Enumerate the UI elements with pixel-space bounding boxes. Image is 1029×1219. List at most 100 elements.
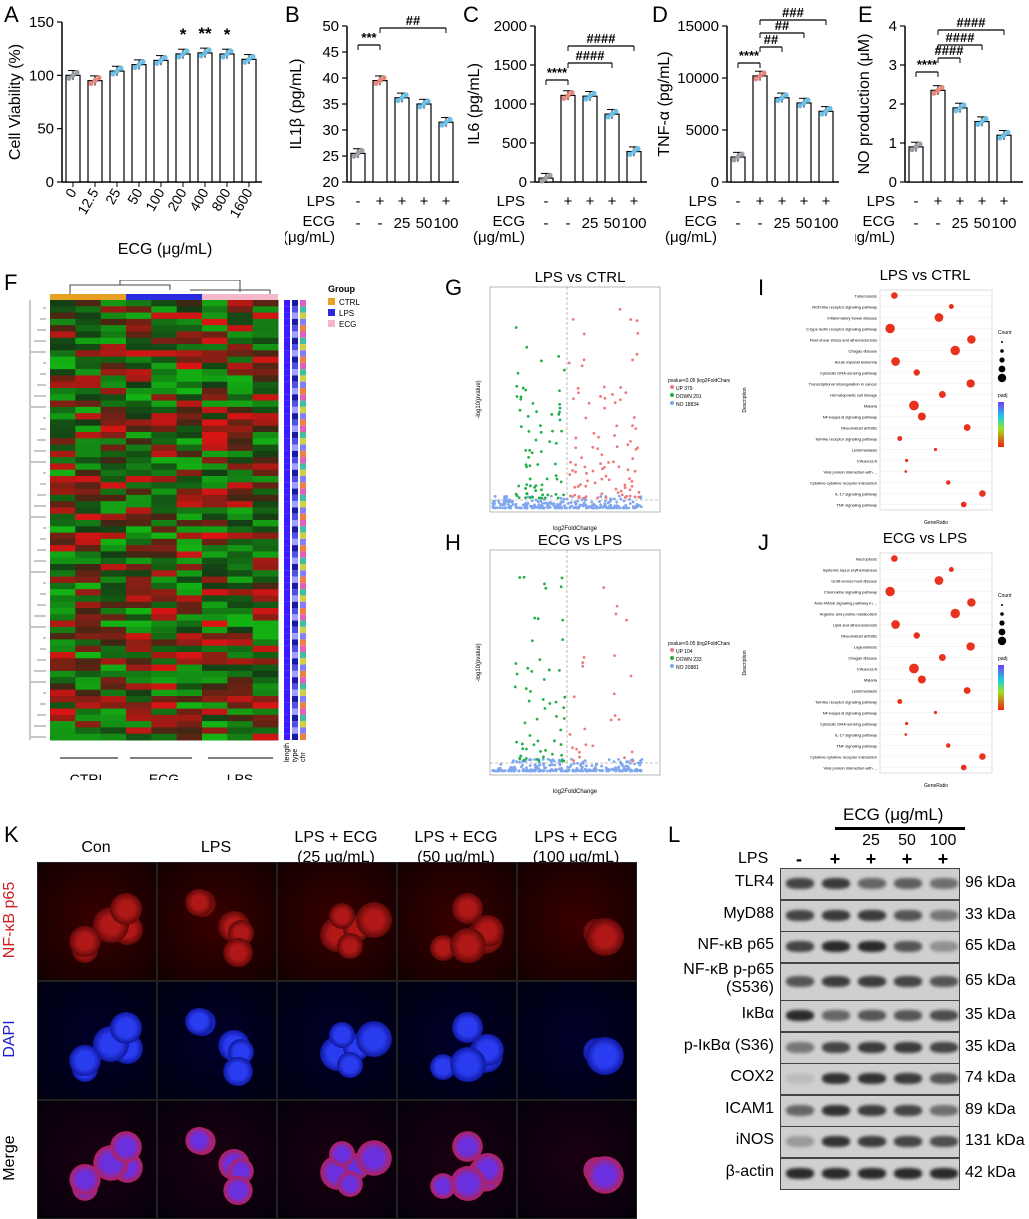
microscopy-panel xyxy=(37,862,157,981)
heatmap-cell xyxy=(100,482,127,490)
heatmap-cell xyxy=(176,507,203,515)
type-cell xyxy=(292,601,298,608)
data-point xyxy=(184,48,190,54)
blot-band xyxy=(822,878,850,889)
lps-sign: + xyxy=(937,849,949,869)
data-point xyxy=(757,73,763,79)
heatmap-cell xyxy=(227,381,254,389)
point-up xyxy=(574,436,578,440)
blot-band xyxy=(786,1073,814,1084)
point-up xyxy=(578,755,581,759)
term-label: TNF signaling pathway xyxy=(836,744,877,749)
point-up xyxy=(635,352,639,356)
length-cell xyxy=(284,344,290,351)
lps-sign: + xyxy=(1000,193,1009,210)
blot-band xyxy=(894,1104,922,1116)
blot-band xyxy=(894,1073,922,1084)
panel-letter-c: C xyxy=(463,2,479,27)
point-ns xyxy=(540,504,544,507)
x-tick-label: 1600 xyxy=(226,185,256,220)
enrichment-dot xyxy=(934,313,944,322)
y-axis-label: Description xyxy=(742,387,748,412)
chr-cell xyxy=(300,344,306,351)
heatmap-cell xyxy=(227,670,254,678)
data-point xyxy=(731,157,737,163)
y-tick-label: 1500 xyxy=(494,57,527,74)
length-cell xyxy=(284,350,290,357)
data-point xyxy=(569,90,575,96)
term-label: NOD-like receptor signaling pathway xyxy=(812,305,877,310)
heatmap-cell xyxy=(202,388,228,395)
x-tick-label: 0 xyxy=(62,185,80,200)
point-ns xyxy=(521,763,524,767)
point-up xyxy=(629,439,632,443)
point-up xyxy=(623,483,627,487)
lps-sign: + xyxy=(934,193,943,210)
term-label: Influenza A xyxy=(857,667,877,672)
heatmap-cell xyxy=(202,532,228,540)
point-ns xyxy=(603,499,607,503)
microscopy-panel xyxy=(517,862,637,981)
heatmap-cell xyxy=(75,482,102,490)
point-ns xyxy=(503,500,507,504)
type-cell xyxy=(292,520,298,527)
heatmap-cell xyxy=(151,362,178,370)
heatmap-cell xyxy=(50,601,76,609)
heatmap-cell xyxy=(227,444,254,452)
blot-strip xyxy=(780,1126,960,1158)
heatmap-cell xyxy=(100,513,127,521)
point-up xyxy=(637,495,641,499)
bar xyxy=(582,95,598,183)
point-up xyxy=(586,479,589,483)
data-point xyxy=(753,76,759,82)
heatmap-cell xyxy=(202,658,228,666)
point-up xyxy=(615,445,619,449)
heatmap-cell xyxy=(151,388,178,395)
heatmap-cell xyxy=(126,714,152,722)
heatmap-cell xyxy=(100,381,127,389)
point-up xyxy=(614,487,618,491)
bar xyxy=(65,74,81,183)
point-up xyxy=(600,467,604,471)
heatmap-cell xyxy=(126,413,152,420)
point-down xyxy=(541,698,545,701)
chr-cell xyxy=(300,419,306,426)
y-axis-label: -log10(pvalue) xyxy=(476,643,482,681)
heatmap-cell xyxy=(126,570,152,578)
legend-label: NO 18834 xyxy=(676,402,699,408)
x-axis-label: ECG (μg/mL) xyxy=(118,241,213,258)
heatmap-cell xyxy=(126,696,152,703)
point-ns xyxy=(560,506,564,510)
point-down xyxy=(525,492,529,495)
bar xyxy=(560,94,576,183)
protein-label: NF-κB p-p65 (S536) xyxy=(683,960,774,996)
point-up xyxy=(634,427,638,431)
length-cell xyxy=(284,664,290,671)
y-axis-label: IL6 (pg/mL) xyxy=(466,63,483,145)
point-ns xyxy=(532,506,536,510)
heatmap-cell xyxy=(252,727,279,735)
heatmap-cell xyxy=(202,419,228,427)
point-ns xyxy=(545,769,549,773)
point-down xyxy=(530,451,534,455)
blot-band xyxy=(894,1167,922,1179)
heatmap-cell xyxy=(100,432,127,439)
data-point xyxy=(373,80,379,87)
ecg-dose: - xyxy=(378,215,383,232)
heatmap-cell xyxy=(151,482,178,490)
point-down xyxy=(527,699,531,703)
heatmap-cell xyxy=(176,482,203,490)
significance-label: **** xyxy=(739,48,760,63)
heatmap-cell xyxy=(50,664,76,672)
chr-cell xyxy=(300,658,306,665)
length-cell xyxy=(284,532,290,539)
heatmap-cell xyxy=(176,545,203,552)
heatmap-cell xyxy=(227,318,254,326)
heatmap-cell xyxy=(151,450,178,458)
heatmap-cell xyxy=(176,331,203,339)
microscopy-panel xyxy=(397,1100,517,1219)
y-tick-label: 0 xyxy=(711,174,719,191)
chr-cell xyxy=(300,520,306,527)
type-cell xyxy=(292,482,298,489)
